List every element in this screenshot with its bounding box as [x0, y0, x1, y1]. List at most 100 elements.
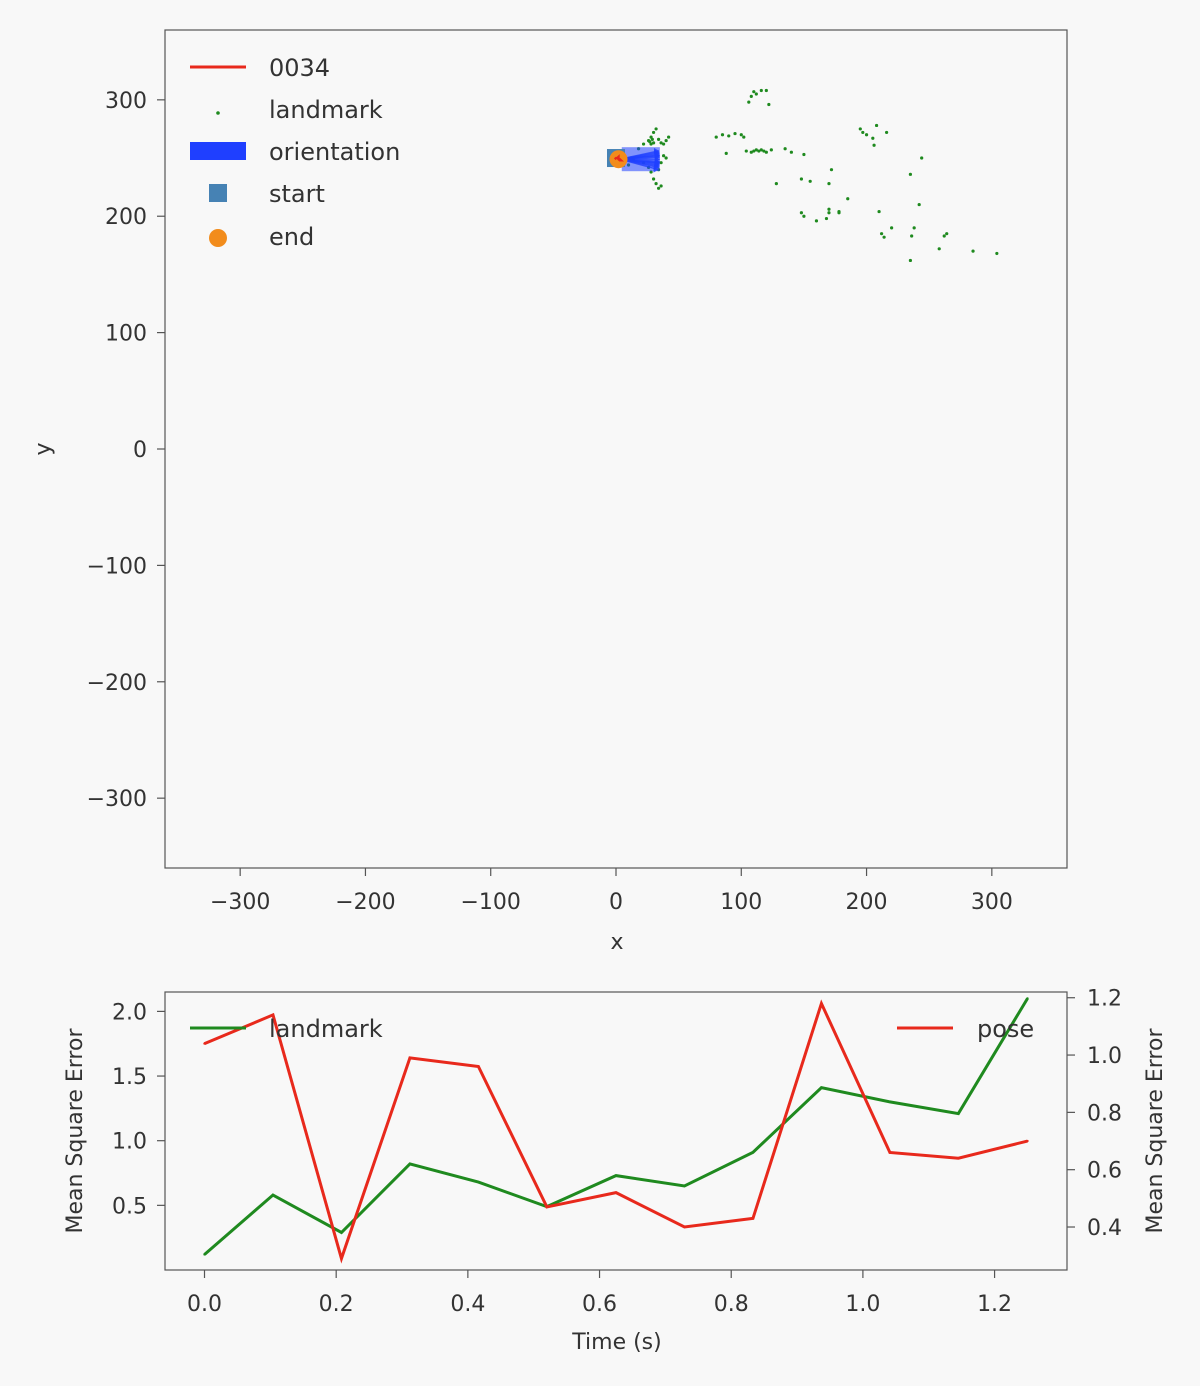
landmark-point — [742, 135, 746, 139]
series-point-pose — [271, 1013, 275, 1017]
y-tick-label: −300 — [87, 787, 147, 812]
landmark-point — [827, 211, 831, 215]
landmark-point — [714, 135, 718, 139]
error-legend: landmark pose — [190, 1015, 1034, 1043]
error-plot-frame — [164, 991, 1068, 1271]
landmark-point — [733, 131, 737, 136]
landmark-point — [824, 216, 829, 221]
trajectory-plot-frame — [164, 29, 1068, 869]
landmark-point — [942, 234, 946, 238]
series-point-pose — [408, 1056, 412, 1060]
landmark-point — [829, 168, 834, 172]
trajectory-legend: 0034 landmark orientation start end — [190, 54, 400, 251]
landmark-point — [749, 150, 753, 154]
legend-square-swatch — [209, 184, 227, 202]
landmark-point — [664, 156, 668, 160]
legend-pose-label: pose — [977, 1015, 1034, 1043]
landmark-point — [937, 247, 941, 251]
landmark-point — [739, 133, 743, 137]
series-point-pose — [683, 1225, 686, 1229]
x-tick-label: 100 — [720, 890, 762, 915]
x-tick-label: 300 — [971, 890, 1013, 915]
series-point-landmark — [271, 1193, 275, 1197]
landmark-point — [885, 130, 889, 135]
x-tick-label: −300 — [210, 890, 270, 915]
time-tick-label: 0.0 — [187, 1292, 222, 1317]
landmark-point — [727, 134, 731, 138]
landmark-point — [649, 170, 653, 174]
landmark-point — [920, 156, 924, 160]
landmark-point — [654, 182, 658, 186]
landmark-point — [659, 161, 663, 165]
landmark-point — [752, 149, 756, 153]
error-axes-ticks: 0.0 0.2 0.4 0.6 0.8 1.0 1.2 0.5 1.0 1.5 2.0 0.4 0.6 0… — [112, 987, 1122, 1317]
x-axis-label: x — [610, 930, 623, 955]
landmark-point — [659, 141, 663, 145]
series-point-landmark — [820, 1086, 823, 1089]
landmark-point — [827, 207, 831, 211]
landmark-point — [814, 219, 819, 223]
y-tick-label: 0 — [133, 438, 147, 463]
y-tick-label: 300 — [105, 89, 147, 114]
landmark-point — [995, 251, 999, 256]
landmark-point — [662, 142, 666, 146]
series-point-landmark — [614, 1174, 618, 1177]
legend-label: orientation — [269, 138, 400, 166]
series-point-pose — [1026, 1139, 1029, 1143]
series-point-landmark — [957, 1112, 960, 1115]
right-error-axis-label: Mean Square Error — [1143, 1028, 1168, 1234]
landmark-point — [912, 226, 916, 230]
right-tick-label: 1.0 — [1087, 1044, 1122, 1069]
series-point-landmark — [751, 1151, 755, 1154]
landmark-point — [754, 148, 758, 152]
landmark-point — [827, 182, 831, 186]
series-point-pose — [614, 1191, 618, 1194]
right-tick-label: 1.2 — [1087, 987, 1122, 1012]
y-tick-label: 100 — [105, 322, 147, 347]
legend-label: end — [269, 223, 314, 251]
y-axis-label: y — [31, 442, 56, 455]
landmark-point — [759, 88, 763, 93]
orientation-band — [621, 147, 660, 172]
trajectory-line — [613, 154, 625, 162]
time-tick-label: 0.4 — [450, 1292, 485, 1317]
landmark-point — [747, 100, 751, 104]
x-tick-label: −200 — [335, 890, 395, 915]
landmark-point — [890, 226, 894, 230]
series-point-landmark — [340, 1231, 343, 1234]
landmark-point — [864, 133, 869, 137]
landmark-point — [651, 177, 656, 181]
landmark-point — [650, 137, 654, 142]
landmark-point — [872, 143, 876, 147]
landmark-point — [789, 150, 793, 154]
left-tick-label: 2.0 — [112, 1000, 147, 1025]
x-tick-label: 0 — [609, 890, 623, 915]
landmark-point — [651, 141, 656, 145]
landmark-point — [837, 209, 841, 214]
series-point-pose — [545, 1205, 549, 1209]
series-point-pose — [957, 1157, 960, 1160]
landmark-point — [651, 130, 656, 135]
landmark-point — [654, 127, 658, 131]
landmark-point — [767, 102, 771, 107]
landmark-point — [762, 149, 766, 153]
landmark-point — [724, 151, 728, 155]
landmark-point — [882, 235, 886, 239]
series-point-pose — [820, 1002, 823, 1005]
landmark-point — [877, 209, 881, 214]
left-tick-label: 1.5 — [112, 1065, 147, 1090]
series-point-pose — [340, 1257, 343, 1260]
time-tick-label: 1.0 — [845, 1292, 880, 1317]
landmark-point — [659, 184, 663, 188]
error-series-lines — [203, 997, 1029, 1264]
series-point-landmark — [683, 1184, 686, 1188]
landmark-point — [744, 149, 748, 153]
landmark-point — [799, 177, 804, 181]
series-point-pose — [888, 1151, 892, 1154]
trajectory-layer — [607, 149, 628, 169]
landmark-point — [769, 148, 773, 152]
left-tick-label: 1.0 — [112, 1130, 147, 1155]
landmark-point — [656, 186, 661, 190]
y-tick-label: −200 — [87, 671, 147, 696]
